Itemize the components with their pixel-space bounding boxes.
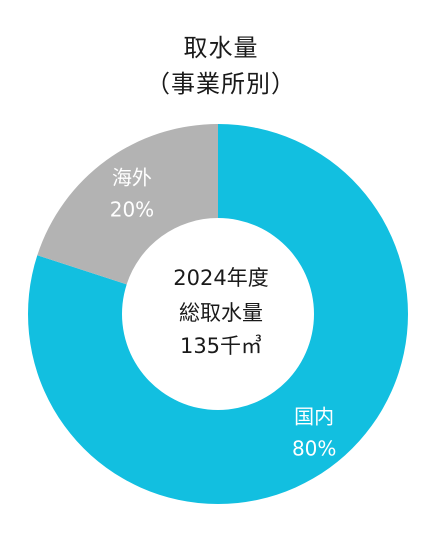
label-overseas-value: 20% — [110, 197, 154, 221]
center-total-value: 135千㎥ — [179, 334, 263, 358]
label-domestic-value: 80% — [292, 436, 336, 460]
labels-group: 国内 80% 海外 20% — [110, 165, 337, 460]
chart-title: 取水量 — [183, 34, 259, 62]
label-domestic-name: 国内 — [294, 404, 334, 428]
center-total-label: 総取水量 — [179, 301, 263, 325]
slice-overseas — [37, 124, 219, 285]
center-year-label: 2024年度 — [173, 266, 269, 290]
slices-group — [28, 124, 408, 504]
slice-domestic — [28, 124, 408, 504]
label-overseas-name: 海外 — [112, 165, 152, 189]
chart-subtitle: （事業所別） — [146, 70, 296, 98]
